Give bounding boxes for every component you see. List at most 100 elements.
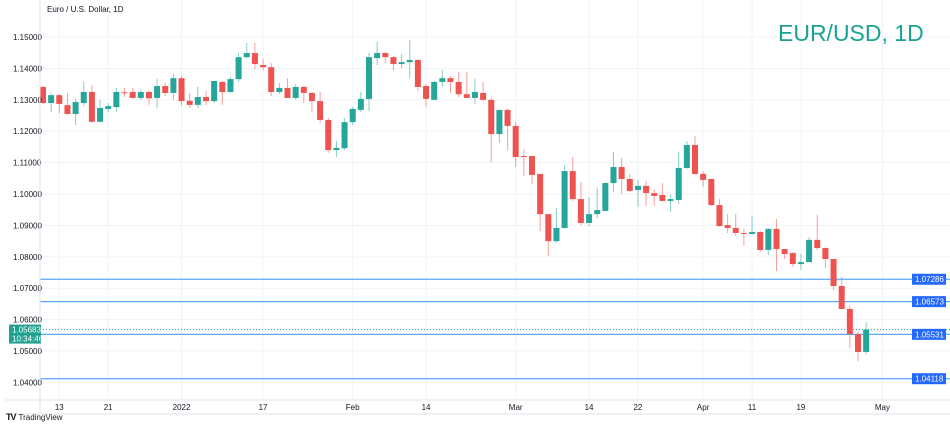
candle-body xyxy=(170,78,177,93)
brand-name: TradingView xyxy=(18,412,63,422)
candle xyxy=(781,248,788,260)
level-label-box xyxy=(912,273,946,285)
candle-body xyxy=(855,334,861,352)
candle xyxy=(227,76,234,93)
candle xyxy=(830,259,837,291)
candle-body xyxy=(806,239,813,263)
candle xyxy=(251,43,258,70)
candle xyxy=(374,42,381,65)
candle xyxy=(398,54,405,69)
candle xyxy=(137,89,144,100)
candle-body xyxy=(520,156,527,158)
candle-body xyxy=(194,97,201,105)
candle-body xyxy=(463,94,470,98)
candle-body xyxy=(830,259,837,287)
candle-body xyxy=(529,156,535,175)
y-tick-label: 1.09000 xyxy=(13,221,42,230)
candle-body xyxy=(757,232,764,250)
candle xyxy=(716,199,723,228)
bar-countdown: 10:34:46 xyxy=(12,335,44,344)
y-tick-label: 1.04000 xyxy=(13,378,42,387)
candle xyxy=(414,59,421,92)
y-tick-label: 1.12000 xyxy=(13,127,42,136)
candle xyxy=(480,81,487,102)
candle-body xyxy=(773,228,780,249)
candle xyxy=(586,197,593,227)
candle-body xyxy=(553,227,560,242)
y-tick-label: 1.15000 xyxy=(13,33,42,42)
x-tick-label: 19 xyxy=(796,403,805,412)
last-price-box xyxy=(9,324,41,344)
candle-body xyxy=(72,102,79,114)
level-price-label: 1.05531 xyxy=(912,328,946,340)
candle-body xyxy=(341,122,348,149)
candle xyxy=(529,156,535,184)
candle xyxy=(308,91,315,113)
candle-body xyxy=(496,109,503,135)
candle-body xyxy=(447,78,454,82)
candle-body xyxy=(659,194,666,201)
candle-body xyxy=(40,86,46,103)
axes: 1.15000 1.14000 1.13000 1.12000 1.11000 1.100… xyxy=(5,0,950,415)
candle-body xyxy=(749,232,756,234)
candle-body xyxy=(105,106,112,109)
x-tick-label: 14 xyxy=(422,403,431,412)
candle xyxy=(154,79,161,109)
candle xyxy=(162,82,169,97)
x-tick-label: 14 xyxy=(585,403,594,412)
y-tick-label: 1.08000 xyxy=(13,253,42,262)
candle xyxy=(80,81,87,107)
tradingview-logo-icon: TV xyxy=(6,412,16,422)
candle xyxy=(423,84,430,108)
horizontal-levels[interactable] xyxy=(40,278,950,380)
candle-body xyxy=(211,81,218,102)
candle-body xyxy=(260,64,267,68)
candles xyxy=(40,40,870,362)
candle xyxy=(235,53,242,82)
candle xyxy=(626,173,633,193)
candle-body xyxy=(357,98,364,110)
candle-body xyxy=(537,173,544,215)
candle-body xyxy=(406,59,413,63)
candle xyxy=(40,85,46,105)
candle-body xyxy=(455,81,462,95)
candle-body xyxy=(154,86,161,98)
candle xyxy=(765,227,772,255)
tradingview-logo[interactable]: TV TradingView xyxy=(6,412,63,422)
candle-body xyxy=(683,145,690,168)
candle-body xyxy=(80,91,87,103)
candle xyxy=(72,98,79,125)
candle-body xyxy=(724,225,731,228)
candle-body xyxy=(56,95,63,104)
y-tick-label: 1.06000 xyxy=(13,316,42,325)
candle xyxy=(863,322,870,355)
candle xyxy=(455,71,462,98)
candle-body xyxy=(789,253,796,265)
x-tick-label: 2022 xyxy=(173,403,191,412)
candle xyxy=(268,63,275,97)
candle-body xyxy=(651,193,658,196)
candle-body xyxy=(113,91,120,108)
candle-body xyxy=(471,91,478,98)
candle xyxy=(300,85,307,103)
x-tick-label: Feb xyxy=(346,403,360,412)
candle xyxy=(113,87,120,113)
level-price-label: 1.04118 xyxy=(912,373,946,385)
candle xyxy=(219,81,226,105)
candle xyxy=(447,75,454,93)
candle xyxy=(577,182,584,226)
candle-body xyxy=(610,167,617,184)
candle xyxy=(276,82,283,95)
candle-body xyxy=(602,183,609,211)
level-label-box xyxy=(912,328,946,340)
candle xyxy=(545,214,552,256)
candle-body xyxy=(577,199,584,223)
candle-body xyxy=(251,53,258,65)
candle xyxy=(439,70,446,87)
candle xyxy=(186,92,193,109)
candle xyxy=(740,228,747,246)
candle-body xyxy=(317,101,324,120)
candle xyxy=(594,188,601,218)
candle-body xyxy=(838,286,845,309)
